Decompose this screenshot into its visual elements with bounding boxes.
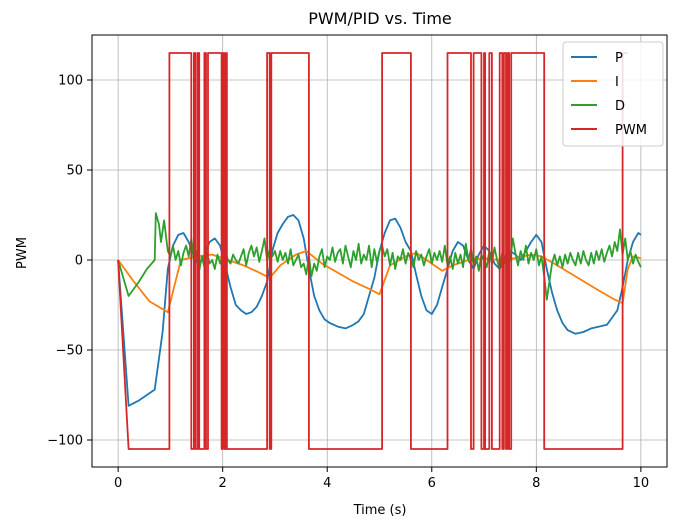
- y-axis-label: PWM: [15, 237, 30, 269]
- legend-label-pwm: PWM: [615, 123, 647, 138]
- x-tick-label: 6: [428, 476, 436, 491]
- x-axis-ticks: 0 2 4 6 8 10: [114, 467, 649, 491]
- x-axis-label: Time (s): [353, 503, 407, 518]
- y-tick-label: 0: [75, 254, 83, 269]
- y-tick-label: −100: [47, 434, 83, 449]
- legend-frame: [562, 41, 664, 147]
- series-layer: [117, 52, 642, 450]
- legend-label-p: P: [615, 51, 623, 66]
- plot-frame: [91, 34, 668, 468]
- x-tick-label: 2: [219, 476, 227, 491]
- series-line-pwm: [117, 52, 628, 450]
- legend-label-d: D: [615, 99, 625, 114]
- legend-label-i: I: [615, 75, 619, 90]
- x-tick-label: 10: [633, 476, 650, 491]
- legend: P I D PWM: [562, 41, 664, 147]
- y-tick-label: −50: [56, 344, 83, 359]
- chart-title: PWM/PID vs. Time: [308, 9, 452, 28]
- x-tick-label: 0: [114, 476, 122, 491]
- y-axis-ticks: −100 −50 0 50 100: [47, 74, 92, 449]
- x-tick-label: 4: [323, 476, 331, 491]
- y-tick-label: 50: [66, 164, 83, 179]
- y-tick-label: 100: [58, 74, 83, 89]
- x-tick-label: 8: [532, 476, 540, 491]
